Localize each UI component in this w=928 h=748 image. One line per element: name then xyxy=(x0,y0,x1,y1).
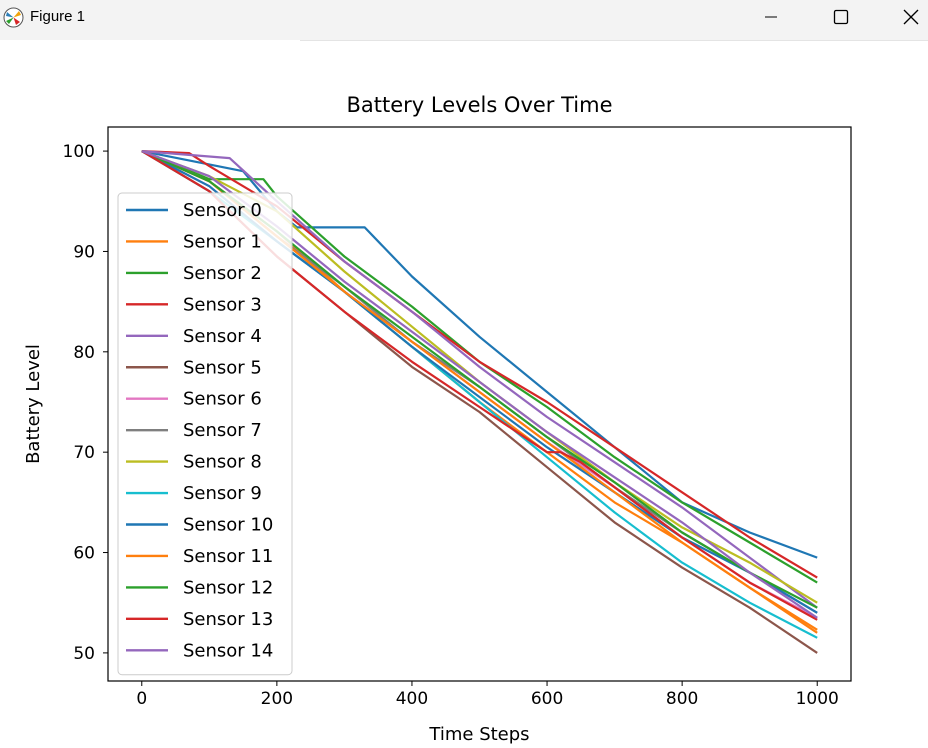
plot-frame xyxy=(107,126,852,682)
legend-label-6: Sensor 6 xyxy=(183,389,262,410)
legend-label-4: Sensor 4 xyxy=(183,326,262,347)
x-tick-label: 1000 xyxy=(796,689,839,709)
minimize-button[interactable] xyxy=(748,0,794,34)
legend-label-11: Sensor 11 xyxy=(183,546,273,567)
x-tick-label: 0 xyxy=(136,689,147,709)
legend-label-3: Sensor 3 xyxy=(183,294,262,315)
y-tick-label: 80 xyxy=(73,343,95,363)
legend-label-1: Sensor 1 xyxy=(183,231,262,252)
series-line-2 xyxy=(141,150,818,584)
chart-title: Battery Levels Over Time xyxy=(346,93,612,117)
y-tick-label: 100 xyxy=(63,142,95,162)
figure-canvas: 0 200 400 600 800 1000 50 60 70 80 90 100 Battery Le… xyxy=(0,41,928,748)
matplotlib-icon xyxy=(3,7,24,28)
y-tick-label: 70 xyxy=(73,443,95,463)
series-line-3 xyxy=(141,150,818,579)
legend-label-0: Sensor 0 xyxy=(183,200,262,221)
close-button[interactable] xyxy=(888,0,928,34)
maximize-button[interactable] xyxy=(818,0,864,34)
y-tick-label: 60 xyxy=(73,544,95,564)
legend-label-8: Sensor 8 xyxy=(183,452,262,473)
legend-label-14: Sensor 14 xyxy=(183,640,273,661)
legend-label-9: Sensor 9 xyxy=(183,483,262,504)
y-axis-label: Battery Level xyxy=(23,344,44,464)
titlebar-divider xyxy=(300,40,928,41)
x-tick-label: 600 xyxy=(531,689,563,709)
series-line-4 xyxy=(141,150,818,609)
close-icon xyxy=(903,9,919,25)
legend-label-5: Sensor 5 xyxy=(183,357,262,378)
legend-label-12: Sensor 12 xyxy=(183,577,273,598)
legend-box xyxy=(117,192,293,676)
maximize-icon xyxy=(833,9,849,25)
y-tick-label: 50 xyxy=(73,644,95,664)
window-titlebar: Figure 1 xyxy=(0,0,928,40)
minimize-icon xyxy=(765,16,777,18)
legend-label-10: Sensor 10 xyxy=(183,515,273,536)
legend-label-13: Sensor 13 xyxy=(183,609,273,630)
legend-label-7: Sensor 7 xyxy=(183,420,262,441)
x-tick-label: 400 xyxy=(396,689,428,709)
y-tick-label: 90 xyxy=(73,242,95,262)
x-axis-label: Time Steps xyxy=(428,724,529,745)
x-tick-label: 800 xyxy=(666,689,698,709)
battery-chart: 0 200 400 600 800 1000 50 60 70 80 90 100 Battery Le… xyxy=(23,93,852,745)
x-tick-label: 200 xyxy=(261,689,293,709)
legend-label-2: Sensor 2 xyxy=(183,263,262,284)
window-title: Figure 1 xyxy=(30,8,86,25)
